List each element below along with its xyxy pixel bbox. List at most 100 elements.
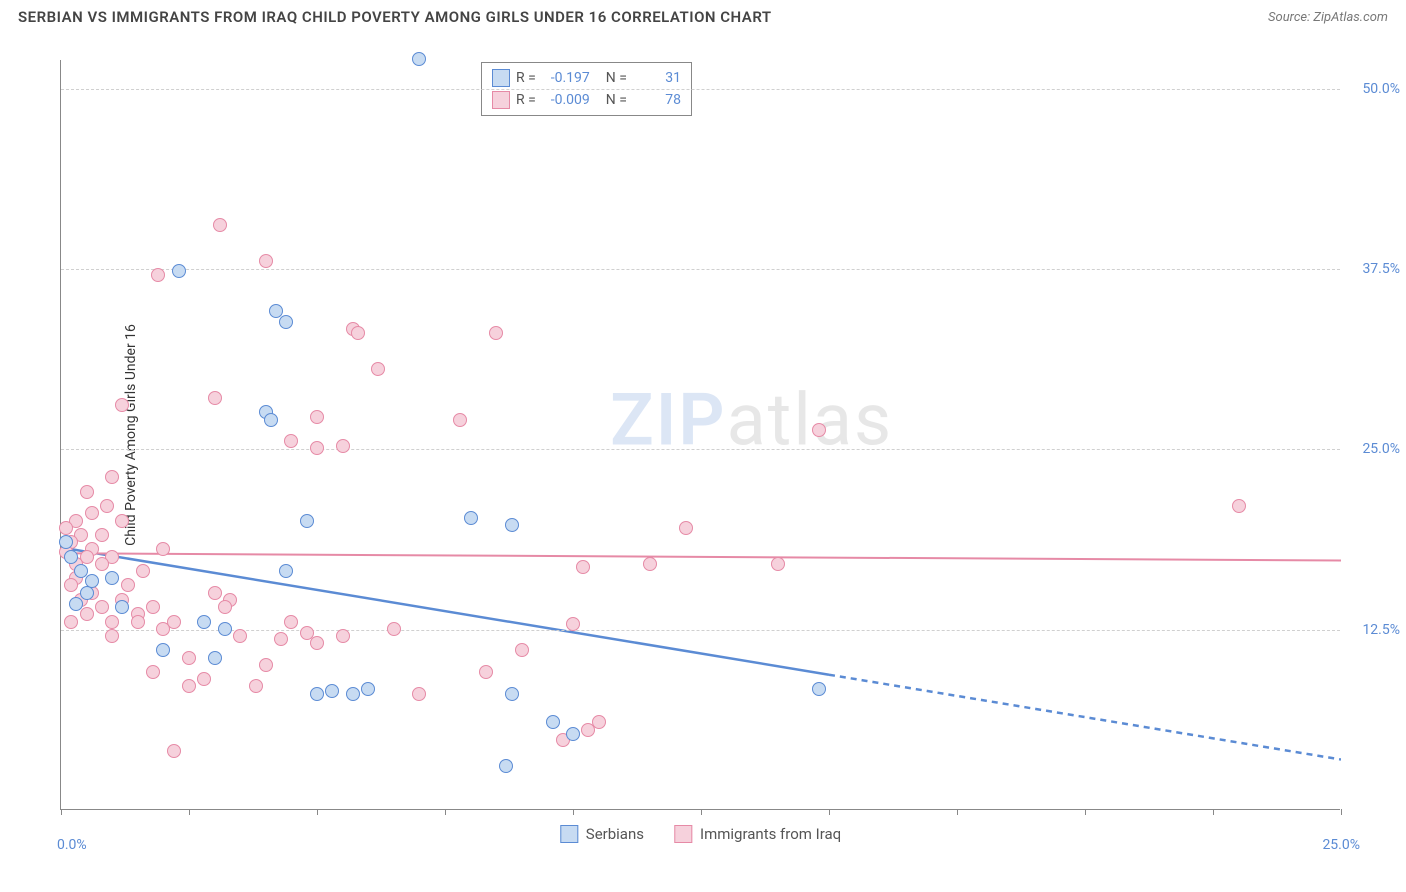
x-tick <box>1341 809 1342 815</box>
chart-title: SERBIAN VS IMMIGRANTS FROM IRAQ CHILD PO… <box>18 8 772 26</box>
stats-row-iraq: R = -0.009 N = 78 <box>492 89 681 111</box>
scatter-point-iraq <box>182 679 196 693</box>
x-tick <box>701 809 702 815</box>
scatter-point-iraq <box>489 326 503 340</box>
scatter-point-iraq <box>100 499 114 513</box>
scatter-point-iraq <box>771 557 785 571</box>
scatter-point-iraq <box>310 636 324 650</box>
x-tick <box>61 809 62 815</box>
legend-label-iraq: Immigrants from Iraq <box>700 825 841 843</box>
scatter-point-iraq <box>167 744 181 758</box>
stat-r-label: R = <box>516 70 536 86</box>
scatter-point-iraq <box>233 629 247 643</box>
scatter-point-iraq <box>64 615 78 629</box>
scatter-point-serbians <box>80 586 94 600</box>
swatch-serbians <box>492 69 510 87</box>
scatter-point-iraq <box>310 410 324 424</box>
scatter-point-serbians <box>115 600 129 614</box>
scatter-point-serbians <box>361 682 375 696</box>
scatter-point-iraq <box>156 622 170 636</box>
scatter-point-iraq <box>105 470 119 484</box>
stat-r-serbians: -0.197 <box>542 70 590 86</box>
scatter-point-iraq <box>284 434 298 448</box>
gridline-h <box>61 449 1340 450</box>
x-tick <box>445 809 446 815</box>
stat-r-label-2: R = <box>516 92 536 108</box>
scatter-point-serbians <box>172 264 186 278</box>
scatter-point-iraq <box>515 643 529 657</box>
legend-item-iraq: Immigrants from Iraq <box>674 825 841 843</box>
trend-lines-svg <box>61 60 1341 810</box>
x-tick <box>957 809 958 815</box>
scatter-point-serbians <box>412 52 426 66</box>
scatter-point-iraq <box>812 423 826 437</box>
scatter-point-iraq <box>274 632 288 646</box>
x-tick <box>1085 809 1086 815</box>
scatter-point-iraq <box>412 687 426 701</box>
scatter-point-iraq <box>105 615 119 629</box>
scatter-point-iraq <box>581 723 595 737</box>
y-tick-label: 37.5% <box>1362 261 1400 277</box>
scatter-point-iraq <box>208 586 222 600</box>
scatter-point-iraq <box>95 600 109 614</box>
scatter-point-iraq <box>146 600 160 614</box>
scatter-point-iraq <box>121 578 135 592</box>
stat-r-iraq: -0.009 <box>542 92 590 108</box>
x-tick-label-max: 25.0% <box>1322 837 1360 853</box>
scatter-point-serbians <box>156 643 170 657</box>
gridline-h <box>61 269 1340 270</box>
scatter-point-iraq <box>151 268 165 282</box>
scatter-point-serbians <box>218 622 232 636</box>
stat-n-serbians: 31 <box>633 70 681 86</box>
y-tick-label: 25.0% <box>1362 441 1400 457</box>
scatter-point-iraq <box>284 615 298 629</box>
stat-n-iraq: 78 <box>633 92 681 108</box>
scatter-point-iraq <box>182 651 196 665</box>
scatter-point-iraq <box>387 622 401 636</box>
scatter-point-serbians <box>812 682 826 696</box>
scatter-point-iraq <box>453 413 467 427</box>
scatter-point-serbians <box>64 550 78 564</box>
scatter-point-serbians <box>325 684 339 698</box>
scatter-point-serbians <box>546 715 560 729</box>
x-tick <box>829 809 830 815</box>
x-tick <box>573 809 574 815</box>
scatter-point-iraq <box>156 542 170 556</box>
legend-bottom: Serbians Immigrants from Iraq <box>560 825 841 843</box>
scatter-point-iraq <box>351 326 365 340</box>
x-tick <box>317 809 318 815</box>
scatter-point-iraq <box>259 254 273 268</box>
gridline-h <box>61 89 1340 90</box>
scatter-point-iraq <box>131 615 145 629</box>
scatter-point-iraq <box>95 557 109 571</box>
scatter-point-serbians <box>505 687 519 701</box>
legend-label-serbians: Serbians <box>586 825 644 843</box>
y-tick-label: 50.0% <box>1362 81 1400 97</box>
x-tick <box>189 809 190 815</box>
scatter-point-serbians <box>279 564 293 578</box>
scatter-point-iraq <box>643 557 657 571</box>
scatter-point-serbians <box>300 514 314 528</box>
scatter-point-iraq <box>259 658 273 672</box>
scatter-point-serbians <box>197 615 211 629</box>
scatter-point-iraq <box>300 626 314 640</box>
scatter-point-iraq <box>115 398 129 412</box>
scatter-point-serbians <box>69 597 83 611</box>
plot-area: ZIPatlas R = -0.197 N = 31 R = -0.009 N … <box>60 60 1340 810</box>
legend-swatch-iraq <box>674 825 692 843</box>
scatter-point-serbians <box>499 759 513 773</box>
scatter-point-iraq <box>310 441 324 455</box>
legend-swatch-serbians <box>560 825 578 843</box>
scatter-point-iraq <box>566 617 580 631</box>
scatter-point-serbians <box>566 727 580 741</box>
scatter-point-serbians <box>105 571 119 585</box>
scatter-point-serbians <box>464 511 478 525</box>
scatter-point-iraq <box>1232 499 1246 513</box>
scatter-point-iraq <box>105 629 119 643</box>
scatter-point-iraq <box>479 665 493 679</box>
scatter-point-iraq <box>80 485 94 499</box>
scatter-point-serbians <box>346 687 360 701</box>
source-attribution: Source: ZipAtlas.com <box>1268 10 1388 25</box>
stat-n-label-2: N = <box>606 92 627 108</box>
scatter-point-iraq <box>213 218 227 232</box>
